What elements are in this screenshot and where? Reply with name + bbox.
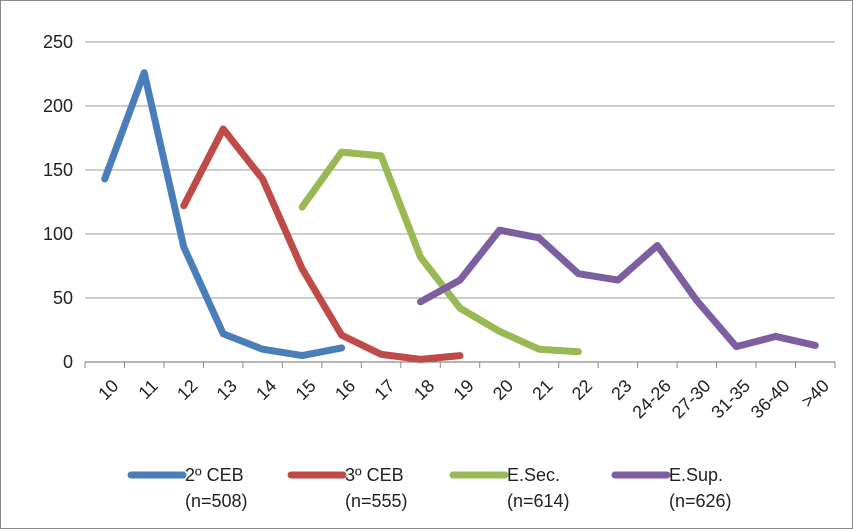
x-tick-label: 10 <box>94 376 122 404</box>
x-tick-label: 12 <box>173 376 201 404</box>
x-tick-label: 31-35 <box>707 376 754 423</box>
axes: 0 50 100 150 200 250 10 11 12 13 14 15 16 17 18 19 20 21 2… <box>43 32 836 423</box>
legend-sublabel: (n=614) <box>507 491 570 511</box>
gridlines <box>85 41 835 299</box>
x-tick-label: 15 <box>292 376 320 404</box>
x-tick-label: 27-30 <box>668 376 715 423</box>
x-tick-label: 22 <box>568 376 596 404</box>
x-tick-label: 18 <box>410 376 438 404</box>
series-line-4 <box>417 226 819 351</box>
legend-label: E.Sec. <box>507 465 560 485</box>
y-tick-label: 200 <box>43 96 73 116</box>
series-line-3 <box>298 148 582 356</box>
y-tick-label: 250 <box>43 32 73 52</box>
legend-sublabel: (n=626) <box>669 491 732 511</box>
legend-label: 3º CEB <box>345 465 404 485</box>
legend-sublabel: (n=555) <box>345 491 408 511</box>
series-line-2 <box>180 125 464 363</box>
x-tick-label: 23 <box>607 376 635 404</box>
x-tick-label: 36-40 <box>747 376 794 423</box>
x-tick-label: 17 <box>370 376 398 404</box>
x-tick-label: 11 <box>135 376 162 403</box>
series-lines <box>101 69 819 363</box>
x-tick-label: 21 <box>528 376 556 404</box>
legend: 2º CEB (n=508) 3º CEB (n=555) E.Sec. (n=614) E… <box>127 465 732 511</box>
series-line-1 <box>101 69 346 360</box>
y-tick-label: 50 <box>53 288 73 308</box>
legend-label: 2º CEB <box>185 465 244 485</box>
x-tick-label: 20 <box>489 376 517 404</box>
x-tick-label: 19 <box>449 376 477 404</box>
legend-sublabel: (n=508) <box>185 491 248 511</box>
legend-label: E.Sup. <box>669 465 723 485</box>
y-tick-label: 0 <box>63 352 73 372</box>
x-tick-label: 13 <box>213 376 241 404</box>
x-tick-label: 14 <box>252 376 280 404</box>
x-tick-label: 16 <box>331 376 359 404</box>
y-tick-label: 100 <box>43 224 73 244</box>
x-tick-label: >40 <box>797 376 833 412</box>
y-tick-label: 150 <box>43 160 73 180</box>
x-tick-label: 24-26 <box>628 376 675 423</box>
